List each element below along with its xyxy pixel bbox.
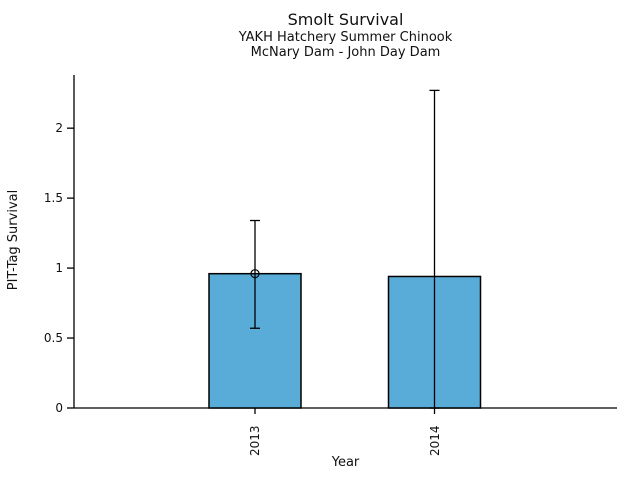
- chart-subtitle-line1: YAKH Hatchery Summer Chinook: [238, 30, 453, 45]
- chart-title: Smolt Survival: [287, 10, 404, 29]
- chart-subtitle-line2: McNary Dam - John Day Dam: [250, 45, 441, 60]
- y-tick-label: 1: [55, 261, 63, 276]
- x-tick-label-2014: 2014: [427, 425, 442, 456]
- y-tick-label: 1.5: [43, 191, 63, 206]
- y-tick-label: 0: [55, 401, 63, 415]
- x-axis-label: Year: [331, 455, 360, 470]
- x-tick-label-2013: 2013: [248, 425, 262, 456]
- point-marker-2013: [250, 269, 260, 279]
- y-tick-label: 0.5: [43, 331, 63, 346]
- y-tick-label: 2: [55, 121, 63, 136]
